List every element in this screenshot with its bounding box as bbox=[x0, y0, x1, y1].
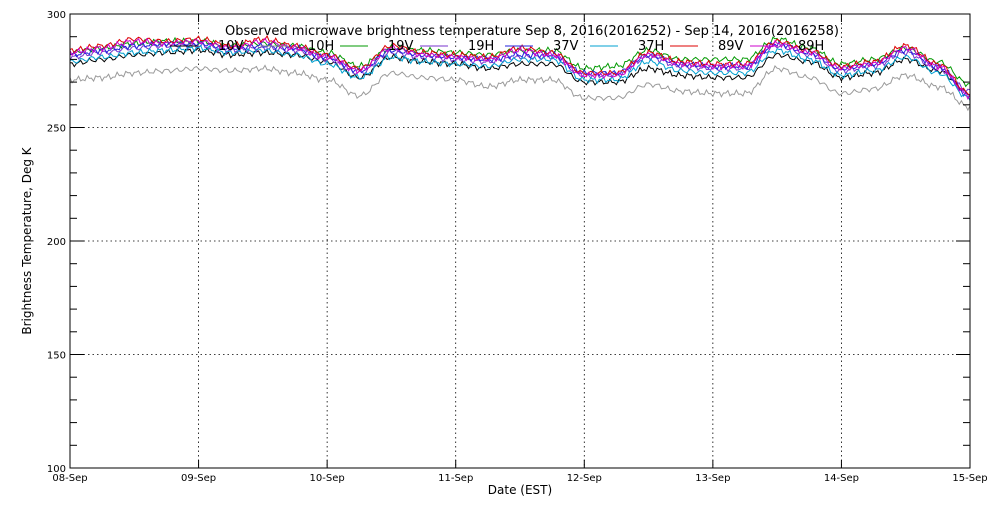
y-axis-label: Brightness Temperature, Deg K bbox=[20, 146, 34, 334]
chart-title: Observed microwave brightness temperatur… bbox=[225, 24, 839, 39]
series-line-89h bbox=[69, 37, 971, 100]
series-line-89v bbox=[69, 34, 971, 97]
series-line-10v bbox=[69, 46, 971, 96]
x-tick-label: 14-Sep bbox=[824, 473, 859, 484]
y-tick-label: 100 bbox=[47, 464, 66, 475]
y-tick-label: 150 bbox=[47, 351, 66, 362]
legend-label-37v: 37V bbox=[553, 39, 579, 54]
grid-layer bbox=[70, 14, 970, 468]
x-axis-label: Date (EST) bbox=[488, 483, 552, 497]
x-tick-label: 08-Sep bbox=[52, 473, 87, 484]
ticks-layer: 08-Sep 09-Sep 10-Sep 11-Sep 12-Sep 13-Sep 14-S… bbox=[47, 10, 988, 484]
x-tick-label: 09-Sep bbox=[181, 473, 216, 484]
series-layer bbox=[69, 34, 971, 112]
legend-label-19v: 19V bbox=[388, 39, 414, 54]
y-tick-label: 300 bbox=[47, 10, 66, 21]
x-tick-label: 12-Sep bbox=[567, 473, 602, 484]
series-line-37h bbox=[69, 44, 971, 101]
x-tick-label: 10-Sep bbox=[310, 473, 345, 484]
x-tick-label: 15-Sep bbox=[952, 473, 987, 484]
legend-label-89v: 89V bbox=[718, 39, 744, 54]
series-line-10h bbox=[69, 64, 971, 112]
legend-label-89h: 89H bbox=[798, 39, 824, 54]
legend: 10V 10H 19V 19H 37V 37H 89V 89H bbox=[170, 39, 824, 54]
x-tick-label: 13-Sep bbox=[695, 473, 730, 484]
legend-label-10v: 10V bbox=[218, 39, 244, 54]
legend-label-10h: 10H bbox=[308, 39, 334, 54]
y-tick-label: 200 bbox=[47, 237, 66, 248]
legend-label-19h: 19H bbox=[468, 39, 494, 54]
legend-label-37h: 37H bbox=[638, 39, 664, 54]
y-tick-label: 250 bbox=[47, 124, 66, 135]
x-tick-label: 11-Sep bbox=[438, 473, 473, 484]
